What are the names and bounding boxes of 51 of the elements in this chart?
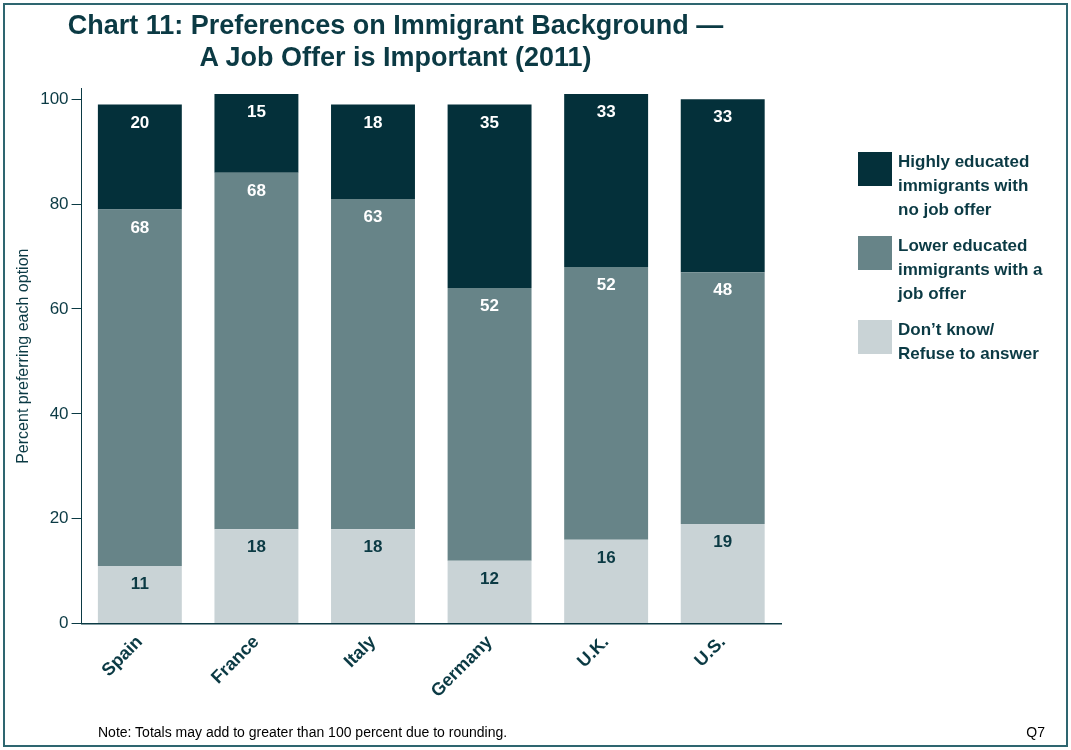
legend-label: Don’t know/ Refuse to answer (898, 319, 1040, 365)
data-label: 68 (246, 180, 266, 200)
data-label: 33 (596, 102, 616, 122)
x-tick-label: U.K. (572, 631, 613, 671)
data-label: 20 (130, 112, 150, 132)
data-label: 35 (480, 112, 500, 132)
bar (214, 94, 299, 173)
bar (680, 99, 765, 273)
legend-label: Lower educated immigrants with a job offer (898, 235, 1043, 305)
bar (97, 209, 182, 566)
data-label: 12 (480, 568, 500, 588)
bar (97, 565, 182, 624)
bar (680, 272, 765, 524)
y-axis-title: Percent preferring each option (14, 248, 32, 464)
y-tick-label: 40 (49, 403, 69, 423)
bar (331, 529, 415, 624)
data-label: 68 (130, 217, 150, 237)
text: Q7 (1026, 724, 1046, 740)
data-label: 52 (480, 296, 500, 316)
bar (214, 172, 299, 530)
data-label: 16 (596, 547, 616, 567)
bar (680, 523, 765, 624)
y-tick-label: 100 (40, 88, 69, 108)
data-label: 15 (246, 102, 266, 122)
bar (331, 104, 415, 199)
text: Note: Totals may add to greater than 100 percent due to rounding. (98, 724, 508, 740)
chart-title: Chart 11: Preferences on Immigrant Background — A Job Offer is Important (2011) (67, 9, 724, 73)
legend-label: Highly educated immigrants with no job offer (898, 151, 1031, 221)
x-tick-label: U.S. (690, 631, 730, 671)
data-label: 18 (246, 537, 266, 557)
data-label: 63 (363, 207, 383, 227)
y-tick-label: 60 (49, 298, 69, 318)
data-label: 48 (713, 280, 733, 300)
bar (214, 529, 299, 624)
bar (97, 104, 182, 210)
data-label: 11 (130, 574, 149, 594)
data-label: 19 (713, 532, 733, 552)
bar (447, 560, 532, 624)
bar (447, 288, 532, 561)
data-label: 33 (713, 107, 733, 127)
bar (564, 267, 649, 540)
bar (564, 539, 649, 624)
data-label: 52 (596, 275, 616, 295)
y-tick-label: 0 (59, 613, 69, 633)
y-tick-label: 20 (49, 508, 69, 528)
y-tick-label: 80 (49, 193, 69, 213)
bar (564, 94, 649, 268)
data-label: 18 (363, 112, 383, 132)
bar (331, 198, 415, 530)
bar (447, 104, 532, 289)
data-label: 18 (363, 537, 383, 557)
